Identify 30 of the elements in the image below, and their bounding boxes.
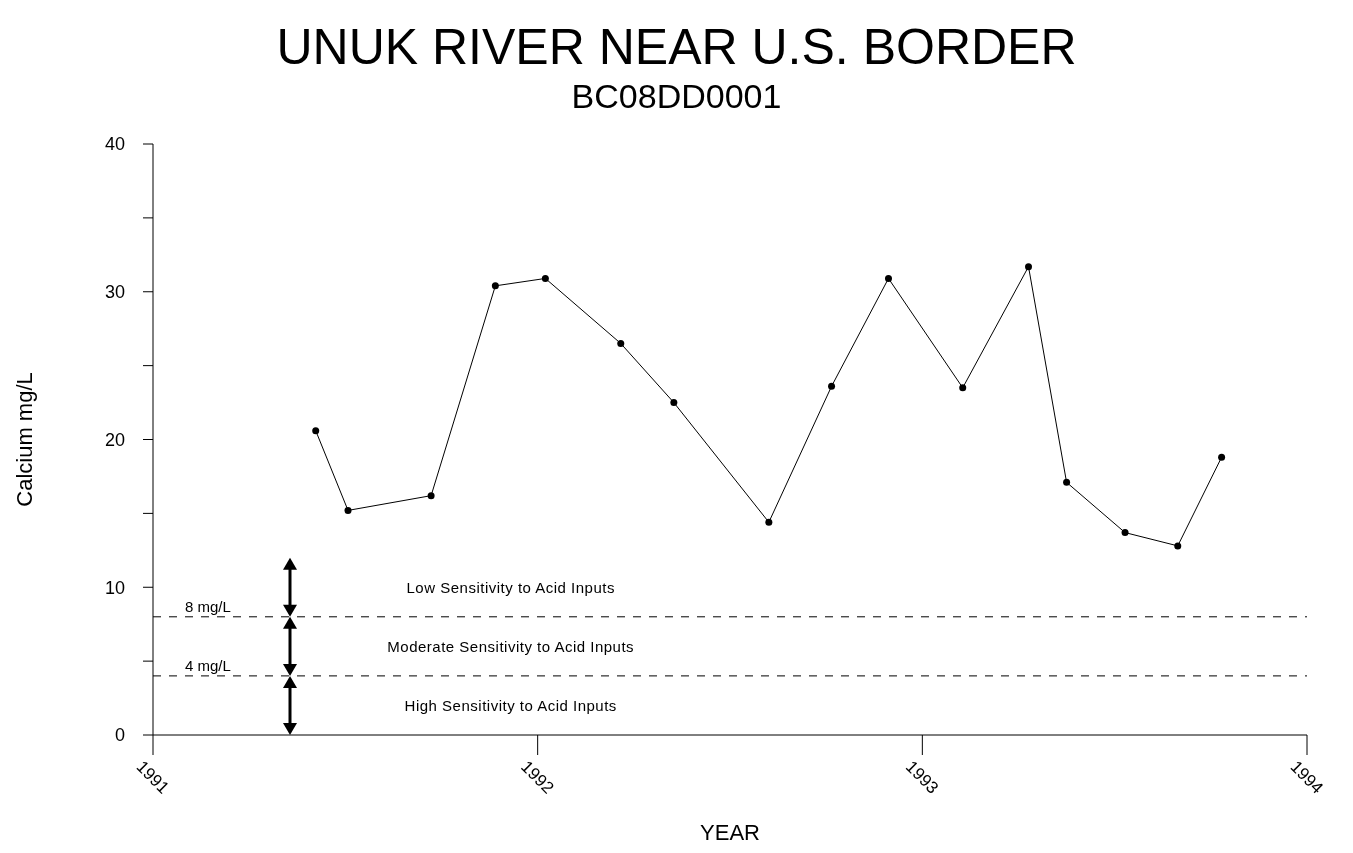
- point: [884, 274, 892, 282]
- point: [427, 492, 435, 500]
- annotation: Moderate Sensitivity to Acid Inputs: [387, 637, 635, 655]
- y-tick-label: 20: [104, 429, 125, 450]
- point: [1063, 478, 1071, 486]
- point: [1025, 263, 1032, 271]
- ref-line-label: 4 mg/L: [185, 656, 231, 674]
- point: [312, 427, 320, 435]
- y-tick-label: 30: [104, 282, 125, 303]
- y-tick-label: 40: [104, 134, 125, 155]
- y-tick-label: 0: [114, 725, 125, 746]
- point: [491, 282, 499, 290]
- point: [1121, 529, 1129, 537]
- y-tick-label: 10: [104, 577, 125, 598]
- ref-line-label: 8 mg/L: [185, 597, 231, 615]
- annotation: High Sensitivity to Acid Inputs: [404, 696, 617, 714]
- point: [617, 339, 625, 347]
- point: [828, 382, 836, 390]
- point: [1174, 542, 1182, 550]
- point: [959, 384, 967, 392]
- x-axis-title: YEAR: [700, 820, 760, 845]
- point: [1218, 453, 1226, 461]
- point: [541, 274, 549, 282]
- point: [344, 506, 352, 514]
- chart-subtitle: BC08DD0001: [571, 77, 782, 115]
- point: [670, 399, 678, 407]
- annotation: Low Sensitivity to Acid Inputs: [406, 578, 615, 596]
- y-axis-title: Calcium mg/L: [12, 372, 37, 507]
- chart-title: UNUK RIVER NEAR U.S. BORDER: [276, 19, 1077, 75]
- point: [765, 518, 773, 526]
